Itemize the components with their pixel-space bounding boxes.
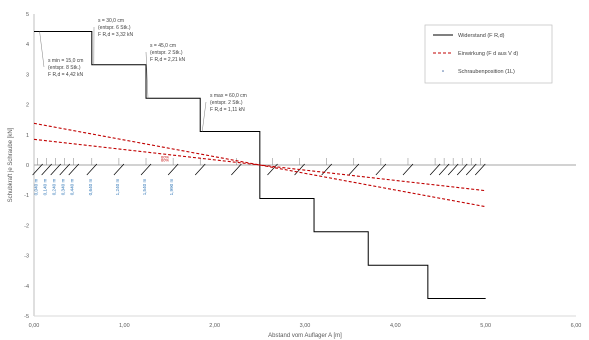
legend-label: Schraubenposition (1L) [458, 69, 515, 75]
legend-label: Widerstand (F R,d) [458, 33, 505, 39]
y-tick-label: -2 [24, 223, 29, 229]
x-tick-label: 3,00 [300, 323, 311, 329]
screw-marker [167, 163, 179, 176]
y-tick-label: -4 [24, 284, 29, 290]
legend-label: Einwirkung (F d aus V d) [458, 51, 518, 57]
x-axis-title: Abstand vom Auflager A [m] [268, 333, 342, 339]
y-tick-label: 2 [26, 103, 29, 109]
screw-marker [348, 163, 360, 176]
annotation-leader [39, 31, 45, 68]
screw-marker [59, 163, 70, 176]
series-line-einwirkung [33, 138, 486, 192]
screw-marker [267, 163, 278, 176]
screw-value-label: 0,040 m [34, 179, 39, 196]
y-tick-label: 1 [26, 133, 29, 139]
series-line-einwirkung [33, 122, 486, 208]
annotation-text: (entspr. 8 Stk.) [48, 65, 81, 71]
screw-marker [402, 163, 414, 176]
annotation-text: F R,d = 3,32 kN [98, 32, 134, 38]
x-tick-label: 0,00 [29, 323, 40, 329]
y-tick-label: 0 [26, 163, 29, 169]
x-tick-label: 6,00 [571, 323, 582, 329]
annotation-text: F R,d = 4,42 kN [48, 72, 84, 78]
screw-marker [68, 163, 80, 176]
x-tick-label: 1,00 [119, 323, 130, 329]
screw-value-label: 0,440 m [70, 179, 75, 196]
y-axis-title: Schubkraft je Schraube [kN] [8, 127, 14, 202]
screw-marker [86, 163, 98, 176]
screw-marker [231, 163, 242, 176]
screw-marker [32, 163, 43, 176]
plot-area: 0,040 m 0,140 m 0,240 m 0,340 m 0,440 m 0,640… [32, 18, 486, 299]
screw-value-label: 1,240 m [115, 179, 120, 196]
screw-value-label: 0,340 m [61, 179, 66, 196]
screw-marker [50, 163, 61, 176]
screw-marker [194, 163, 206, 176]
screw-marker [456, 163, 468, 176]
annotation-leader [201, 101, 207, 132]
screw-value-label: 0,640 m [88, 179, 93, 196]
y-tick-label: -5 [24, 314, 29, 320]
screw-marker [113, 163, 125, 176]
y-tick-label: 5 [26, 12, 29, 18]
x-tick-label: 5,00 [480, 323, 491, 329]
screw-marker [447, 163, 459, 176]
y-tick-label: -1 [24, 193, 29, 199]
y-tick-label: -3 [24, 254, 29, 260]
x-tick-label: 2,00 [209, 323, 220, 329]
y-tick-label: 3 [26, 72, 29, 78]
screw-marker [465, 163, 477, 176]
screw-value-label: 1,990 m [169, 179, 174, 196]
screw-value-label: 0,140 m [43, 179, 48, 196]
screw-marker [438, 163, 450, 176]
screw-marker [474, 163, 486, 176]
screw-marker [429, 163, 441, 176]
screw-marker [321, 163, 332, 176]
axes: 5 4 3 2 1 0 -1 -2 -3 -4 -50,00 1,00 2,00 3,00 4,00 5,00… [8, 12, 581, 339]
annotation-text: F R,d = 1,11 kN [210, 107, 245, 113]
screw-marker [41, 163, 52, 176]
annotation-text: s max = 60,0 cm [210, 93, 247, 99]
y-tick-label: 4 [26, 42, 29, 48]
series-small-label: 60% [161, 157, 169, 162]
screw-value-label: 1,540 m [142, 179, 147, 196]
annotation-text: F R,d = 2,21 kN [150, 57, 186, 63]
annotation-text: (entspr. 6 Stk.) [98, 25, 131, 31]
series-small-label: 60% [161, 154, 169, 159]
legend: Widerstand (F R,d) Einwirkung (F d aus V … [424, 24, 553, 84]
annotation-leader [145, 51, 149, 99]
annotation-text: (entspr. 2 Stk.) [210, 100, 243, 106]
screw-marker [140, 163, 152, 176]
legend-swatch-schraubenposition [442, 70, 444, 72]
annotation-text: s min = 15,0 cm [48, 58, 83, 64]
screw-value-label: 0,240 m [52, 179, 57, 196]
screw-marker [375, 163, 387, 176]
annotation-text: s = 30,0 cm [98, 18, 124, 24]
annotation-text: s = 45,0 cm [150, 43, 176, 49]
x-tick-label: 4,00 [390, 323, 401, 329]
annotation-text: (entspr. 2 Stk.) [150, 50, 183, 56]
